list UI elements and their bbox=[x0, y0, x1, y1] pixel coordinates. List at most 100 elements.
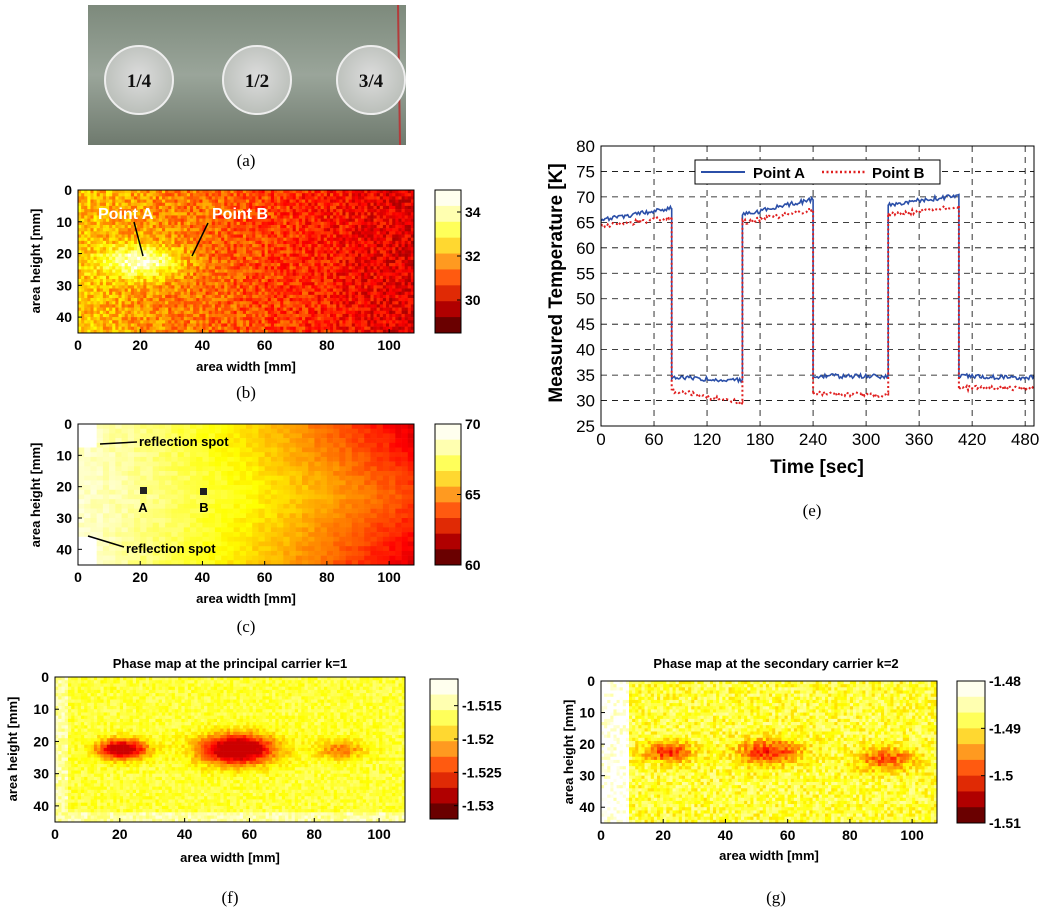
colorbar-step bbox=[430, 694, 458, 711]
heatmap-g-xlabel: area width [mm] bbox=[719, 848, 819, 863]
colorbar-step bbox=[430, 741, 458, 758]
heatmap-b-xlabel: area width [mm] bbox=[196, 359, 296, 374]
heatmap-c-ylabel: area height [mm] bbox=[28, 443, 43, 548]
y-tick-label: 25 bbox=[576, 417, 595, 436]
colorbar-step bbox=[957, 728, 985, 745]
marker-a bbox=[140, 487, 147, 494]
x-tick-label: 420 bbox=[958, 430, 986, 449]
heatmap-g-frame bbox=[600, 680, 938, 824]
heatmap-g-ylabel: area height [mm] bbox=[561, 700, 576, 805]
x-tick-label: 120 bbox=[693, 430, 721, 449]
legend-label-b: Point B bbox=[872, 165, 925, 182]
y-tick-label: 0 bbox=[64, 182, 72, 198]
y-tick-label: 10 bbox=[56, 447, 72, 463]
colorbar-step bbox=[430, 725, 458, 742]
colorbar-step bbox=[435, 285, 461, 302]
caption-b: (b) bbox=[236, 383, 256, 402]
colorbar-step bbox=[957, 759, 985, 777]
x-tick-label: 100 bbox=[900, 827, 924, 843]
heatmap-f: Phase map at the principal carrier k=1 0… bbox=[5, 656, 502, 865]
line-chart-e-plot-area bbox=[600, 145, 1035, 427]
photo-disc-3 bbox=[336, 45, 406, 115]
colorbar-tick-label: -1.51 bbox=[989, 815, 1021, 831]
line-chart-e: 0 60 120 180 240 300 360 420 480 25 30 35 40 45 50 55 60… bbox=[546, 137, 1039, 478]
annotation-reflection-bottom: reflection spot bbox=[126, 541, 216, 556]
colorbar-step bbox=[435, 253, 461, 270]
x-tick-label: 80 bbox=[319, 337, 335, 353]
x-tick-label: 60 bbox=[257, 337, 273, 353]
x-tick-label: 20 bbox=[132, 569, 148, 585]
heatmap-b-axes: 0 20 40 60 80 100 0 10 20 30 40 bbox=[56, 182, 401, 353]
colorbar-step bbox=[435, 301, 461, 318]
colorbar-step bbox=[430, 756, 458, 773]
colorbar-step bbox=[435, 205, 461, 223]
x-tick-label: 0 bbox=[596, 430, 605, 449]
colorbar-step bbox=[435, 237, 461, 255]
colorbar-step bbox=[435, 221, 461, 239]
heatmap-g-title: Phase map at the secondary carrier k=2 bbox=[653, 656, 898, 671]
y-tick-label: 40 bbox=[33, 798, 49, 814]
heatmap-f-xlabel: area width [mm] bbox=[180, 850, 280, 865]
colorbar-step bbox=[435, 455, 461, 472]
colorbar-step bbox=[435, 471, 461, 488]
legend-label-a: Point A bbox=[753, 165, 805, 182]
x-tick-label: 20 bbox=[112, 826, 128, 842]
colorbar-tick-label: -1.525 bbox=[462, 764, 502, 780]
x-tick-label: 60 bbox=[780, 827, 796, 843]
colorbar-tick-label: -1.49 bbox=[989, 720, 1021, 736]
y-tick-label: 10 bbox=[579, 705, 595, 721]
x-tick-label: 100 bbox=[377, 337, 401, 353]
colorbar-step bbox=[957, 807, 985, 824]
x-tick-label: 180 bbox=[746, 430, 774, 449]
colorbar-step bbox=[430, 679, 458, 696]
colorbar-tick-label: 60 bbox=[465, 557, 481, 573]
colorbar-step bbox=[957, 696, 985, 714]
colorbar-tick-label: -1.5 bbox=[989, 768, 1013, 784]
line-chart-e-ticks: 0 60 120 180 240 300 360 420 480 25 30 35 40 45 50 55 60… bbox=[576, 137, 1039, 449]
caption-e: (e) bbox=[803, 501, 822, 520]
y-tick-label: 65 bbox=[576, 213, 595, 232]
caption-c: (c) bbox=[237, 617, 256, 636]
y-tick-label: 20 bbox=[579, 736, 595, 752]
x-tick-label: 300 bbox=[852, 430, 880, 449]
colorbar-step bbox=[957, 712, 985, 729]
colorbar-step bbox=[957, 681, 985, 698]
photo-disc-1 bbox=[104, 45, 174, 115]
arrow-reflection-bottom bbox=[87, 535, 125, 548]
heatmap-g-axes: 0 20 40 60 80 100 0 10 20 30 40 bbox=[579, 673, 924, 843]
heatmap-c-colorbar: 70 65 60 bbox=[434, 416, 481, 573]
y-tick-label: 30 bbox=[33, 766, 49, 782]
series-line-point-b bbox=[600, 204, 1035, 408]
colorbar-step bbox=[435, 317, 461, 334]
heatmap-f-title: Phase map at the principal carrier k=1 bbox=[113, 656, 347, 671]
heatmap-f-colorbar: -1.515 -1.52 -1.525 -1.53 bbox=[429, 678, 502, 820]
annotation-b: B bbox=[199, 500, 208, 515]
colorbar-step bbox=[435, 424, 461, 441]
heatmap-f-cells bbox=[55, 677, 406, 823]
annotation-reflection-top: reflection spot bbox=[139, 434, 229, 449]
y-tick-label: 20 bbox=[56, 479, 72, 495]
x-tick-label: 0 bbox=[597, 827, 605, 843]
colorbar-step bbox=[435, 190, 461, 207]
annotation-point-a: Point A bbox=[98, 206, 154, 223]
y-tick-label: 0 bbox=[587, 673, 595, 689]
x-tick-label: 60 bbox=[242, 826, 258, 842]
y-tick-label: 30 bbox=[56, 277, 72, 293]
y-tick-label: 60 bbox=[576, 239, 595, 258]
heatmap-b-colorbar: 34 32 30 bbox=[434, 189, 481, 334]
x-tick-label: 60 bbox=[645, 430, 664, 449]
y-tick-label: 20 bbox=[33, 733, 49, 749]
colorbar-tick-label: 32 bbox=[465, 248, 481, 264]
y-tick-label: 75 bbox=[576, 162, 595, 181]
x-tick-label: 0 bbox=[74, 337, 82, 353]
photo-disc-2 bbox=[222, 45, 292, 115]
line-chart-e-legend: Point A Point B bbox=[694, 159, 941, 185]
arrow-point-a bbox=[133, 221, 144, 257]
heatmap-b-ylabel: area height [mm] bbox=[28, 209, 43, 314]
colorbar-step bbox=[435, 533, 461, 550]
x-tick-label: 20 bbox=[132, 337, 148, 353]
colorbar-tick-label: -1.48 bbox=[989, 673, 1021, 689]
colorbar-step bbox=[957, 775, 985, 792]
colorbar-step bbox=[435, 518, 461, 535]
x-tick-label: 40 bbox=[195, 337, 211, 353]
